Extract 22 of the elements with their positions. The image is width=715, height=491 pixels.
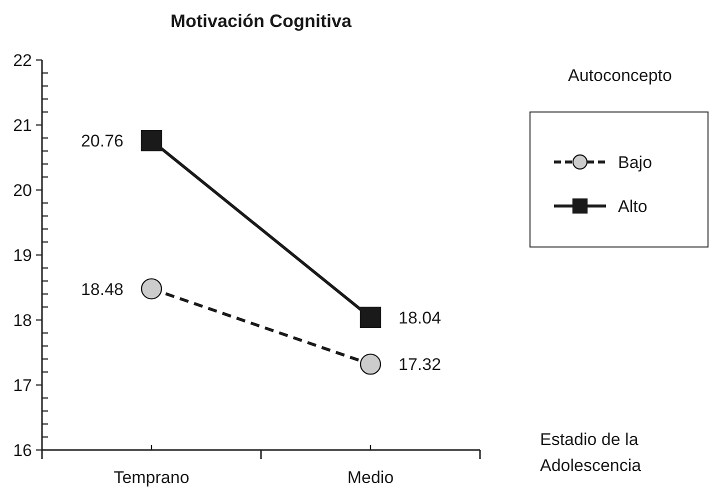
y-tick-label: 21	[13, 116, 32, 135]
y-tick-label: 22	[13, 51, 32, 70]
chart-title: Motivación Cognitiva	[170, 11, 352, 31]
legend-title: Autoconcepto	[568, 66, 672, 85]
y-tick-label: 20	[13, 181, 32, 200]
point	[360, 354, 382, 375]
x-tick-label: Temprano	[114, 468, 190, 487]
y-tick-label: 17	[13, 376, 32, 395]
data-label: 20.76	[80, 132, 124, 151]
point	[140, 130, 162, 152]
data-label: 18.48	[80, 280, 124, 299]
data-label: 17.32	[398, 355, 442, 374]
point	[360, 306, 382, 328]
legend-label: Bajo	[618, 153, 652, 172]
data-label: 18.04	[398, 308, 442, 328]
x-axis-title: Estadio de la Adolescencia	[540, 430, 642, 475]
y-tick-label: 18	[13, 311, 32, 330]
y-tick-label: 19	[13, 246, 32, 265]
y-tick-label: 16	[13, 441, 32, 460]
x-tick-label: Medio	[347, 468, 394, 487]
legend-label: Alto	[618, 197, 648, 216]
point	[140, 278, 162, 300]
